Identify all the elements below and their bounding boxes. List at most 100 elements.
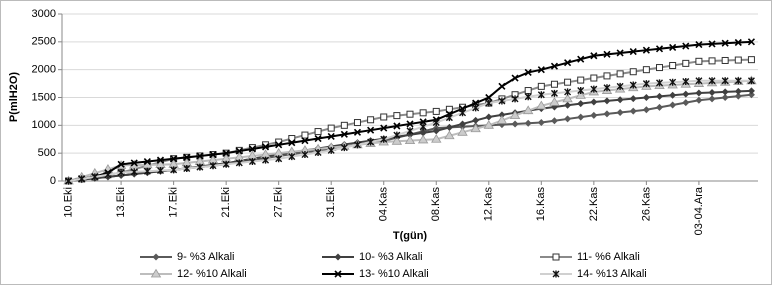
- data-point: [562, 93, 573, 103]
- legend-marker: [552, 253, 560, 261]
- data-point: [419, 109, 427, 117]
- data-point: [642, 66, 650, 74]
- data-point: [367, 116, 375, 124]
- data-point: [65, 177, 73, 185]
- data-point: [353, 141, 361, 149]
- data-point: [616, 82, 624, 90]
- data-point: [642, 46, 650, 54]
- data-point: [509, 110, 521, 119]
- data-point: [459, 109, 467, 117]
- data-point: [616, 109, 624, 117]
- data-point: [380, 135, 388, 143]
- data-point: [550, 89, 558, 97]
- data-point: [470, 123, 481, 133]
- data-point: [577, 55, 585, 63]
- data-point: [564, 115, 572, 123]
- data-point: [445, 105, 453, 113]
- data-point: [524, 119, 532, 127]
- x-tick-label: 31.Eki: [325, 187, 337, 218]
- data-point: [156, 167, 164, 175]
- data-point: [393, 131, 401, 139]
- data-point: [314, 134, 322, 143]
- data-point: [170, 166, 178, 174]
- data-point: [564, 59, 572, 67]
- x-tick-label: 16.Kas: [535, 187, 547, 222]
- legend-label: 12- %10 Alkali: [177, 268, 247, 280]
- data-point: [406, 120, 414, 128]
- data-point: [603, 84, 611, 92]
- data-point: [380, 124, 388, 132]
- data-point: [629, 68, 637, 76]
- data-point: [261, 143, 270, 151]
- data-point: [391, 136, 403, 145]
- data-point: [564, 88, 572, 96]
- data-point: [590, 52, 598, 60]
- data-point: [511, 74, 519, 82]
- data-point: [301, 151, 309, 159]
- data-point: [550, 117, 558, 125]
- data-point: [367, 126, 375, 134]
- data-point: [511, 120, 519, 128]
- data-point: [549, 97, 560, 106]
- data-point: [406, 110, 414, 118]
- x-tick-label: 26.Kas: [640, 187, 652, 222]
- data-point: [222, 149, 230, 157]
- data-point: [275, 155, 283, 163]
- data-point: [616, 70, 624, 78]
- data-point: [472, 104, 480, 112]
- data-point: [669, 101, 677, 109]
- data-point: [288, 139, 296, 147]
- data-point: [734, 38, 742, 47]
- y-tick-label: 1000: [32, 119, 56, 131]
- data-point: [314, 148, 322, 156]
- data-point: [708, 77, 716, 85]
- data-point: [747, 38, 755, 46]
- data-point: [747, 56, 755, 64]
- data-point: [431, 133, 442, 143]
- data-point: [642, 106, 650, 114]
- data-point: [444, 130, 455, 140]
- data-point: [406, 127, 414, 135]
- data-point: [537, 91, 545, 99]
- data-point: [183, 153, 191, 161]
- data-point: [419, 123, 427, 131]
- legend-label: 14- %13 Alkali: [577, 268, 647, 280]
- data-point: [117, 160, 125, 168]
- data-point: [590, 74, 598, 82]
- data-point: [156, 156, 165, 164]
- data-point: [275, 141, 283, 149]
- data-point: [209, 162, 217, 170]
- data-point: [472, 116, 480, 124]
- data-point: [603, 97, 611, 105]
- data-point: [669, 78, 677, 86]
- data-point: [537, 66, 545, 74]
- x-axis-label: T(gün): [393, 230, 428, 242]
- legend-label: 10- %3 Alkali: [359, 251, 423, 263]
- data-point: [655, 45, 664, 53]
- data-point: [417, 134, 429, 144]
- data-point: [498, 111, 506, 119]
- data-point: [734, 77, 742, 85]
- data-point: [695, 96, 703, 104]
- legend-marker: [334, 253, 342, 261]
- data-point: [603, 72, 611, 80]
- y-tick-label: 500: [38, 147, 56, 159]
- data-point: [235, 159, 243, 167]
- data-point: [734, 92, 742, 100]
- legend-marker: [152, 253, 160, 261]
- data-point: [695, 89, 703, 97]
- data-point: [747, 77, 755, 85]
- x-tick-label: 12.Kas: [483, 187, 495, 222]
- data-point: [248, 145, 256, 153]
- data-point: [301, 131, 309, 139]
- data-point: [117, 169, 125, 177]
- data-point: [432, 119, 440, 127]
- data-point: [629, 48, 637, 56]
- data-point: [522, 105, 534, 115]
- y-tick-label: 2000: [32, 64, 56, 76]
- data-point: [656, 79, 664, 87]
- data-point: [196, 163, 204, 171]
- data-point: [708, 57, 716, 65]
- data-point: [629, 107, 637, 115]
- data-point: [656, 64, 664, 72]
